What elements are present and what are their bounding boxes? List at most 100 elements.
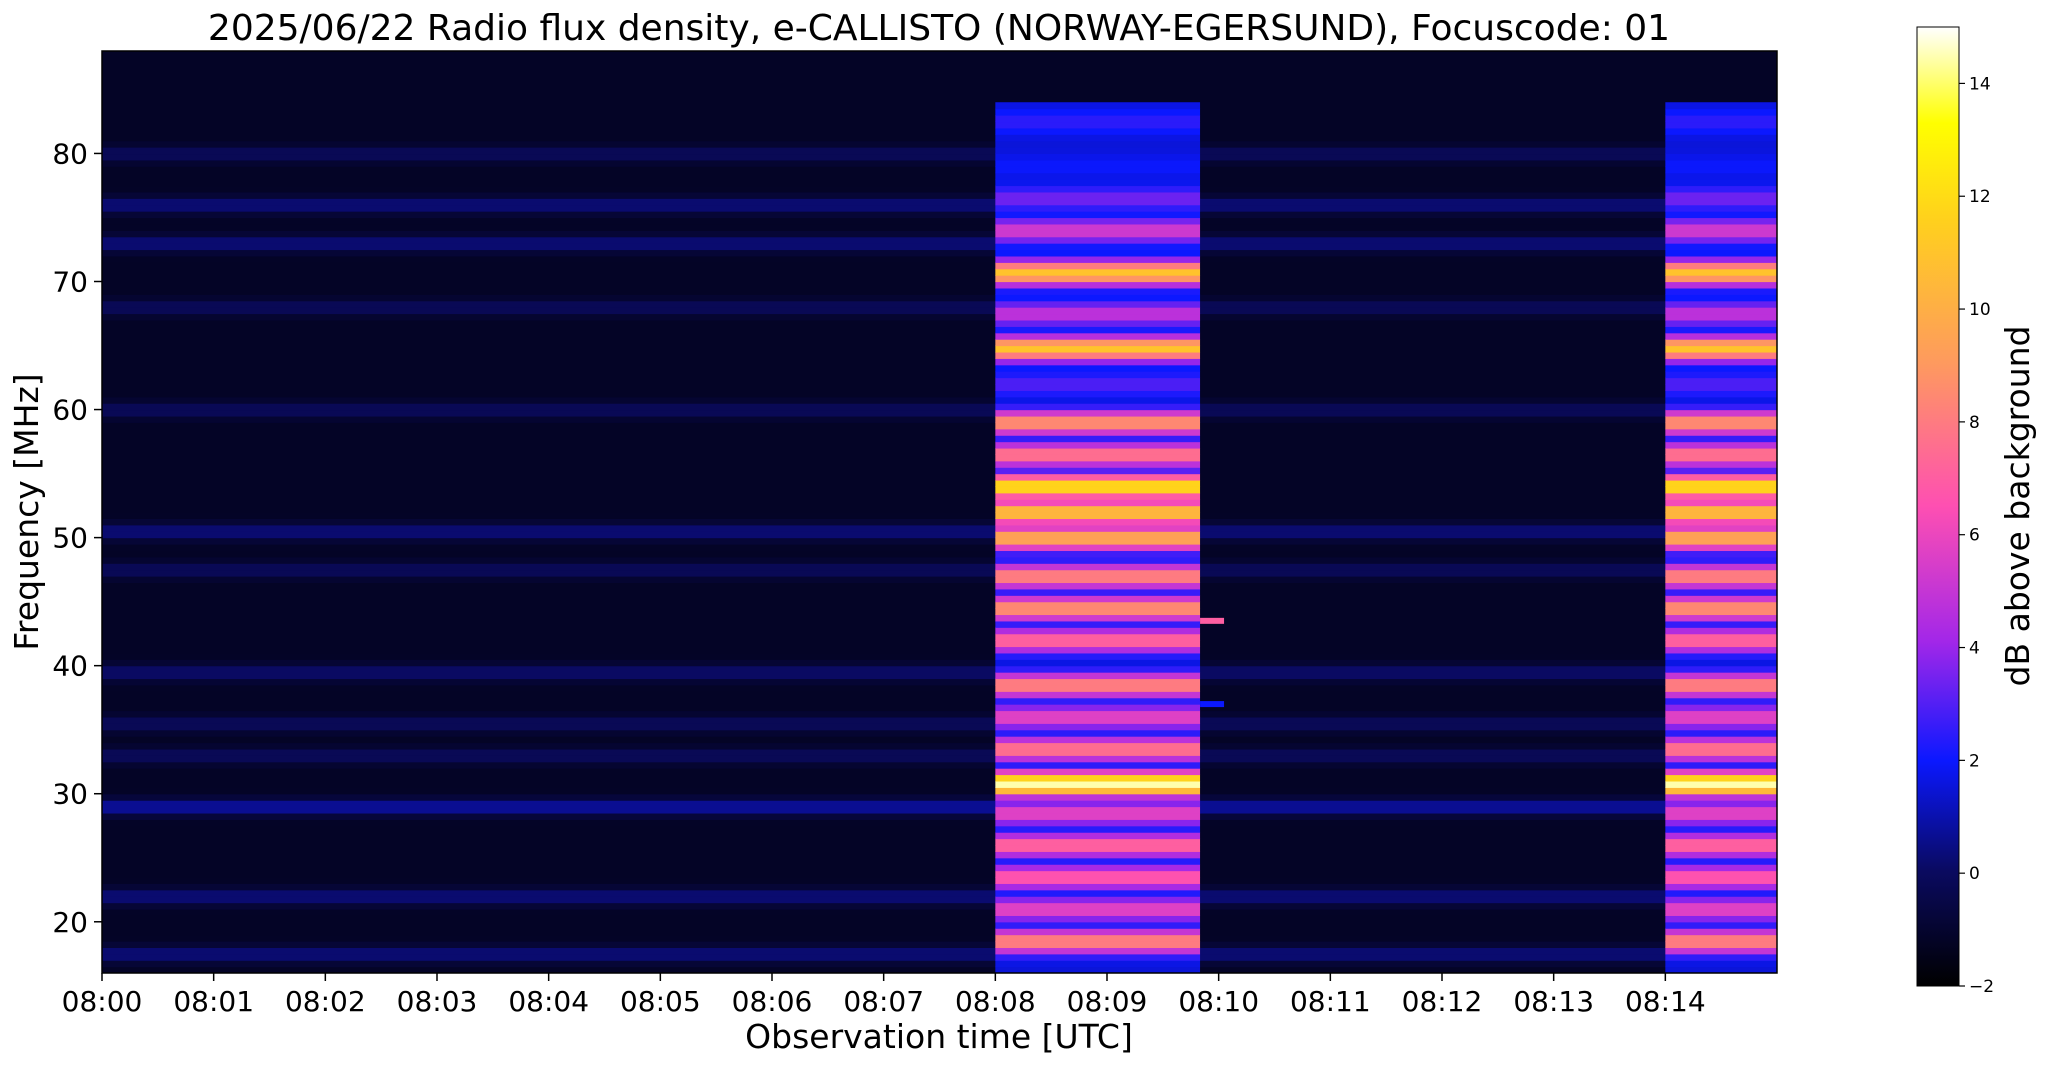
burst-band-row bbox=[995, 556, 1201, 564]
spectrogram-heatmap bbox=[102, 51, 1777, 973]
quiet-band-row bbox=[102, 755, 1777, 763]
quiet-band-row bbox=[102, 377, 1777, 385]
burst-band-row bbox=[1665, 934, 1777, 942]
burst-band-row bbox=[1665, 819, 1777, 827]
quiet-band-row bbox=[102, 76, 1777, 84]
burst-band-row bbox=[995, 896, 1201, 904]
burst-band-row bbox=[1665, 588, 1777, 596]
burst-band-row bbox=[995, 518, 1201, 526]
x-tick-label: 08:09 bbox=[1067, 985, 1148, 1018]
quiet-band-row bbox=[102, 921, 1777, 929]
quiet-band-row bbox=[102, 300, 1777, 308]
quiet-band-row bbox=[102, 883, 1777, 891]
burst-band-row bbox=[995, 684, 1201, 692]
quiet-band-row bbox=[102, 780, 1777, 788]
burst-band-row bbox=[995, 159, 1201, 167]
burst-band-row bbox=[1665, 287, 1777, 295]
burst-band-row bbox=[1665, 646, 1777, 654]
burst-band-row bbox=[995, 377, 1201, 385]
quiet-band-row bbox=[102, 83, 1777, 91]
burst-band-row bbox=[995, 281, 1201, 289]
burst-band-row bbox=[1665, 467, 1777, 475]
burst-band-row bbox=[995, 960, 1201, 968]
quiet-band-row bbox=[102, 191, 1777, 199]
burst-band-row bbox=[995, 928, 1201, 936]
quiet-band-row bbox=[102, 108, 1777, 116]
burst-band-row bbox=[1665, 211, 1777, 219]
burst-band-row bbox=[995, 915, 1201, 923]
quiet-band-row bbox=[102, 736, 1777, 744]
burst-band-row bbox=[1665, 582, 1777, 590]
burst-band-row bbox=[995, 704, 1201, 712]
burst-band-row bbox=[1665, 371, 1777, 379]
burst-band-row bbox=[995, 902, 1201, 910]
quiet-band-row bbox=[102, 153, 1777, 161]
burst-band-row bbox=[1665, 415, 1777, 423]
burst-band-row bbox=[1665, 556, 1777, 564]
quiet-band-row bbox=[102, 748, 1777, 756]
burst-band-row bbox=[995, 716, 1201, 724]
burst-band-row bbox=[1665, 780, 1777, 788]
burst-band-row bbox=[1665, 697, 1777, 705]
quiet-band-row bbox=[102, 345, 1777, 353]
quiet-band-row bbox=[102, 819, 1777, 827]
burst-band-row bbox=[1665, 684, 1777, 692]
burst-band-row bbox=[1665, 473, 1777, 481]
colorbar-tick-label: 2 bbox=[1969, 751, 1980, 771]
burst-band-row bbox=[995, 255, 1201, 263]
burst-band-row bbox=[1665, 748, 1777, 756]
burst-band-row bbox=[995, 825, 1201, 833]
burst-band-row bbox=[1665, 268, 1777, 276]
quiet-band-row bbox=[102, 57, 1777, 65]
burst-band-row bbox=[995, 294, 1201, 302]
colorbar-ticks: −2 0 2 4 6 8 10 12 14 bbox=[1959, 74, 1994, 997]
burst-band-row bbox=[1665, 275, 1777, 283]
quiet-band-row bbox=[102, 832, 1777, 840]
burst-band-row bbox=[995, 736, 1201, 744]
y-axis-ticks: 20 30 40 50 60 70 80 bbox=[52, 137, 102, 939]
burst-band-row bbox=[995, 454, 1201, 462]
quiet-band-row bbox=[102, 697, 1777, 705]
burst-band-row bbox=[1665, 319, 1777, 327]
burst-band-row bbox=[1665, 844, 1777, 852]
colorbar bbox=[1916, 26, 1960, 987]
burst-band-row bbox=[995, 908, 1201, 916]
quiet-band-row bbox=[102, 601, 1777, 609]
burst-band-row bbox=[995, 537, 1201, 545]
burst-band-row bbox=[995, 812, 1201, 820]
burst-band-row bbox=[995, 966, 1201, 973]
burst-band-row bbox=[995, 345, 1201, 353]
quiet-band-row bbox=[102, 460, 1777, 468]
burst-band-row bbox=[1665, 883, 1777, 891]
x-tick-label: 08:04 bbox=[508, 985, 589, 1018]
burst-band-row bbox=[1665, 742, 1777, 750]
burst-band-row bbox=[995, 588, 1201, 596]
burst-band-row bbox=[1665, 864, 1777, 872]
quiet-band-row bbox=[102, 806, 1777, 814]
burst-band-row bbox=[1665, 729, 1777, 737]
burst-band-row bbox=[995, 864, 1201, 872]
quiet-band-row bbox=[102, 876, 1777, 884]
burst-band-row bbox=[995, 153, 1201, 161]
burst-band-row bbox=[995, 390, 1201, 398]
quiet-band-row bbox=[102, 262, 1777, 270]
burst-band-row bbox=[1665, 351, 1777, 359]
quiet-band-row bbox=[102, 729, 1777, 737]
burst-band-row bbox=[1665, 537, 1777, 545]
colorbar-tick-label: −2 bbox=[1969, 977, 1994, 997]
quiet-band-row bbox=[102, 576, 1777, 584]
burst-band-row bbox=[1665, 172, 1777, 180]
y-tick-label: 80 bbox=[52, 137, 88, 170]
burst-band-row bbox=[1665, 960, 1777, 968]
quiet-band-row bbox=[102, 211, 1777, 219]
burst-band-row bbox=[1665, 223, 1777, 231]
quiet-band-row bbox=[102, 166, 1777, 174]
burst-band-row bbox=[995, 512, 1201, 520]
burst-band-row bbox=[1665, 255, 1777, 263]
burst-band-row bbox=[1665, 435, 1777, 443]
x-axis-ticks: 08:00 08:01 08:02 08:03 08:04 08:05 08:06 08:07… bbox=[62, 973, 1706, 1018]
quiet-band-row bbox=[102, 953, 1777, 961]
burst-band-row bbox=[995, 467, 1201, 475]
quiet-band-row bbox=[102, 479, 1777, 487]
